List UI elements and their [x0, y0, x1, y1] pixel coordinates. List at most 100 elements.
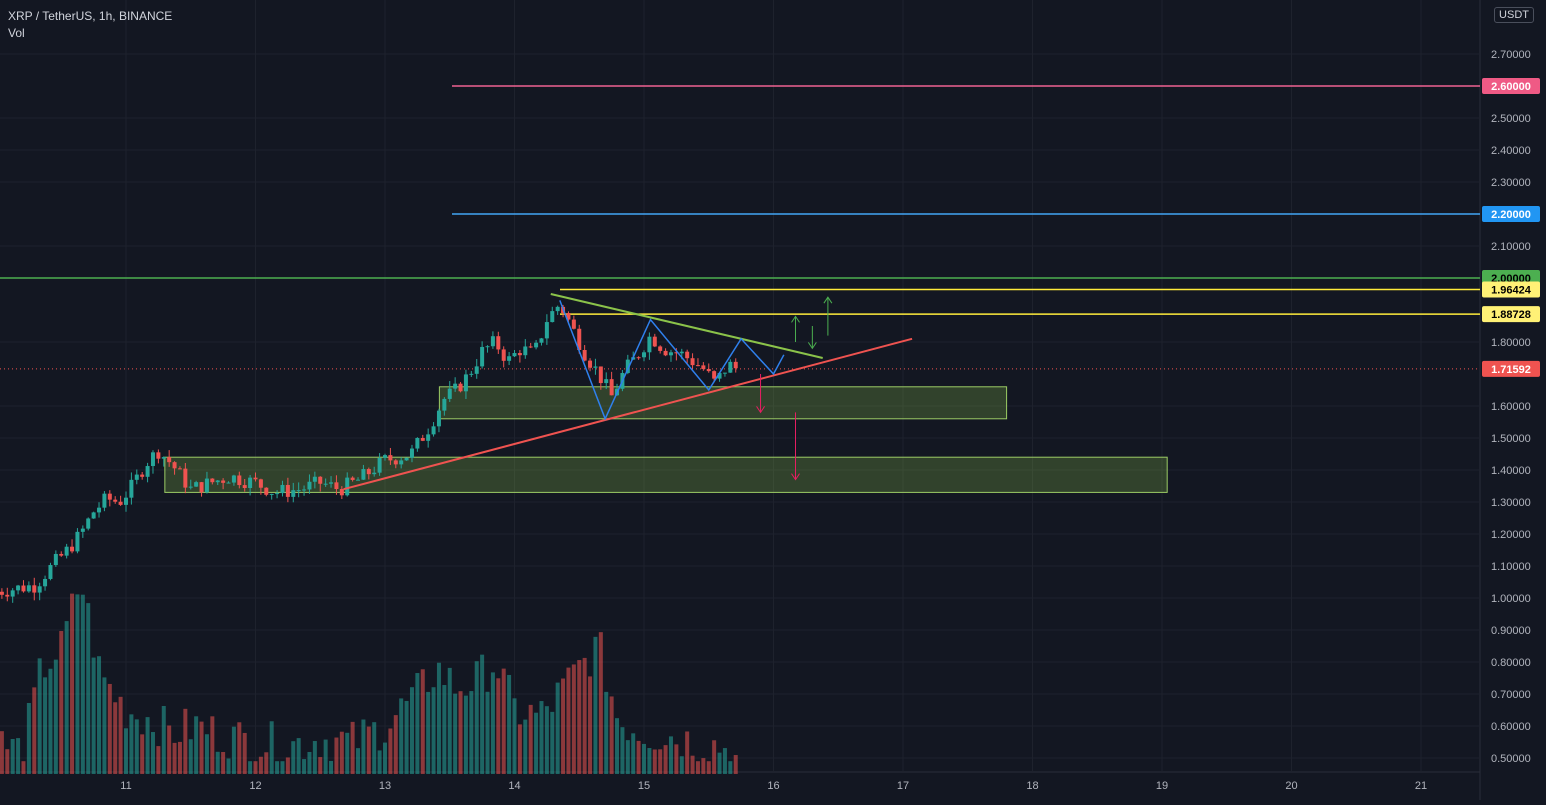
candle-body	[21, 585, 26, 592]
volume-bar	[188, 739, 193, 774]
volume-bar	[334, 737, 339, 774]
candle-body	[728, 361, 733, 373]
candle-body	[269, 493, 274, 495]
candle-body	[485, 346, 490, 348]
volume-bar	[647, 748, 652, 774]
candle-body	[674, 352, 679, 354]
volume-bar	[544, 706, 549, 774]
candle-body	[248, 477, 253, 488]
volume-bar	[0, 731, 4, 774]
candle-body	[399, 460, 404, 465]
arrow-head	[823, 296, 833, 304]
volume-bar	[388, 728, 393, 774]
candle-body	[534, 342, 539, 348]
candle-body	[32, 585, 37, 593]
volume-bar	[75, 594, 80, 774]
price-level-badge	[1482, 78, 1540, 94]
candle-body	[124, 497, 128, 505]
candle-body	[366, 469, 371, 475]
candle-body	[722, 372, 727, 374]
volume-bar	[48, 668, 53, 774]
volume-bar	[53, 659, 58, 774]
candle-body	[420, 437, 425, 441]
volume-bar	[221, 752, 226, 774]
volume-bar	[426, 691, 431, 774]
volume-bar	[485, 691, 490, 774]
y-tick-label: 1.30000	[1491, 497, 1531, 509]
candle-body	[463, 374, 468, 392]
volume-bar	[442, 685, 447, 774]
y-tick-label: 1.20000	[1491, 529, 1531, 541]
volume-bar	[474, 661, 479, 774]
candle-body	[431, 426, 436, 435]
y-tick-label: 2.40000	[1491, 145, 1531, 157]
volume-bar	[404, 700, 409, 774]
currency-badge[interactable]: USDT	[1494, 7, 1534, 23]
candle-body	[37, 586, 42, 593]
volume-bar	[345, 732, 350, 774]
volume-bar	[393, 715, 398, 774]
candle-body	[285, 484, 290, 497]
volume-bar	[415, 673, 420, 774]
x-tick-label: 17	[897, 780, 909, 792]
volume-bar	[712, 740, 717, 774]
volume-bar	[528, 704, 533, 774]
candle-body	[663, 350, 668, 356]
candle-body	[582, 349, 587, 361]
candle-body	[183, 468, 188, 488]
price-level-badge	[1482, 306, 1540, 323]
candle-body	[264, 487, 269, 495]
candle-body	[242, 485, 247, 488]
x-tick-label: 11	[120, 780, 131, 792]
arrow-head	[756, 406, 765, 414]
volume-bar	[523, 719, 528, 774]
volume-bar	[620, 727, 625, 774]
y-tick-label: 0.70000	[1491, 689, 1531, 701]
x-tick-label: 20	[1285, 780, 1297, 792]
candle-body	[204, 478, 209, 493]
candle-body	[474, 366, 479, 374]
volume-bar	[463, 695, 468, 774]
candle-body	[16, 585, 21, 591]
volume-bar	[26, 702, 31, 774]
y-tick-label: 0.60000	[1491, 721, 1531, 733]
candle-body	[215, 480, 220, 483]
volume-bar	[447, 667, 452, 774]
candle-body	[544, 322, 549, 339]
volume-bar	[512, 698, 517, 774]
arrow-head	[807, 342, 817, 350]
price-level-badge	[1482, 360, 1540, 377]
volume-bar	[124, 728, 128, 774]
candle-body	[383, 455, 387, 458]
candle-body	[5, 594, 10, 597]
candle-body	[75, 531, 80, 552]
volume-bar	[242, 732, 247, 774]
candle-body	[307, 481, 312, 490]
candle-body	[80, 528, 85, 532]
candle-body	[356, 479, 361, 481]
y-tick-label: 1.10000	[1491, 561, 1531, 573]
y-tick-label: 1.40000	[1491, 465, 1531, 477]
candle-body	[706, 368, 711, 372]
volume-bar	[517, 724, 522, 774]
candle-body	[102, 493, 107, 508]
x-tick-label: 19	[1156, 780, 1168, 792]
candle-body	[167, 457, 172, 463]
candle-body	[312, 476, 317, 482]
candle-body	[350, 477, 355, 480]
volume-bar	[280, 761, 285, 774]
candle-body	[507, 356, 512, 361]
y-tick-label: 1.50000	[1491, 433, 1531, 445]
volume-bar	[722, 748, 727, 774]
candle-body	[679, 351, 684, 354]
candle-body	[210, 478, 215, 483]
x-tick-label: 13	[379, 780, 391, 792]
candle-body	[668, 352, 673, 356]
candle-body	[199, 482, 204, 493]
volume-bar	[91, 657, 96, 774]
volume-bar	[194, 716, 199, 774]
candle-body	[658, 346, 663, 351]
candle-body	[177, 468, 182, 470]
